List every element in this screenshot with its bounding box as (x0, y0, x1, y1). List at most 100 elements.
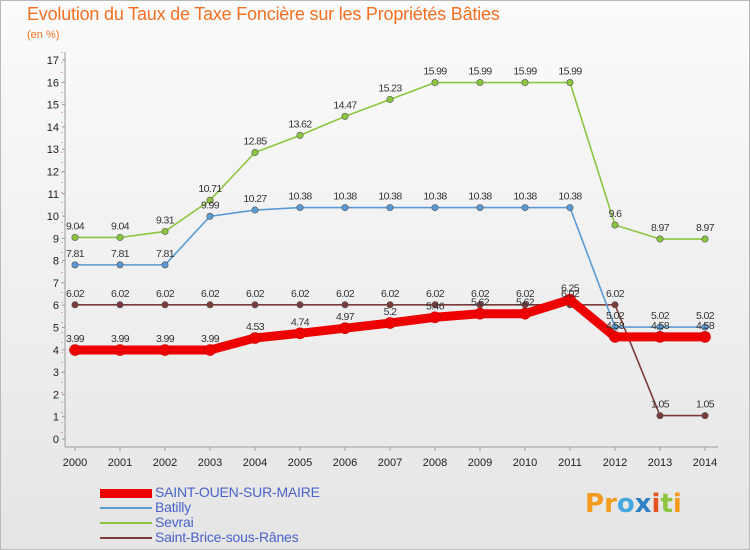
proxiti-logo: Proxiti (585, 489, 682, 519)
data-point (701, 412, 709, 420)
data-label: 6.02 (156, 288, 175, 300)
legend-label: SAINT-OUEN-SUR-MAIRE (155, 484, 320, 500)
data-point (701, 235, 709, 243)
legend-label: Batilly (155, 499, 191, 515)
data-point (71, 261, 79, 269)
data-label: 6.02 (246, 288, 265, 300)
x-tick-label: 2006 (333, 457, 357, 469)
legend-swatch (100, 507, 152, 509)
data-label: 10.38 (378, 191, 402, 203)
data-point (341, 204, 349, 212)
data-point (656, 235, 664, 243)
data-label: 7.81 (111, 248, 130, 260)
data-point (566, 79, 574, 87)
data-label: 6.02 (516, 288, 535, 300)
data-point (341, 112, 349, 120)
logo-letter: x (634, 489, 652, 519)
x-tick-label: 2003 (198, 457, 222, 469)
data-label: 9.04 (66, 220, 85, 232)
data-label: 9.99 (201, 199, 220, 211)
x-tick-label: 2011 (558, 457, 582, 469)
data-label: 6.02 (291, 288, 310, 300)
legend-label: Sevrai (155, 514, 194, 530)
logo-letter: i (651, 489, 661, 519)
data-label: 15.23 (378, 82, 402, 94)
data-point (386, 204, 394, 212)
data-point (251, 206, 259, 214)
data-point (564, 293, 576, 306)
data-point (251, 301, 259, 309)
data-point (296, 131, 304, 139)
y-tick-label: 0 (53, 434, 59, 446)
data-point (519, 307, 531, 320)
data-label: 9.04 (111, 220, 130, 232)
data-label: 4.58 (696, 320, 715, 332)
data-label: 3.99 (111, 333, 130, 345)
x-tick-label: 2008 (423, 457, 447, 469)
data-label: 1.05 (696, 399, 715, 411)
data-point (656, 323, 664, 331)
y-tick-label: 4 (53, 345, 59, 357)
data-point (429, 311, 441, 324)
data-point (701, 323, 709, 331)
data-point (71, 233, 79, 241)
logo-letter: o (616, 489, 635, 519)
data-point (161, 261, 169, 269)
data-point (206, 212, 214, 220)
data-label: 10.38 (423, 191, 447, 203)
legend-swatch (100, 489, 152, 498)
chart-title: Evolution du Taux de Taxe Foncière sur l… (27, 4, 500, 24)
data-label: 5.2 (384, 306, 398, 318)
data-label: 1.05 (651, 399, 670, 411)
data-point (611, 323, 619, 331)
data-point (654, 331, 666, 343)
data-label: 4.58 (651, 320, 670, 332)
data-point (296, 301, 304, 309)
data-label: 5.02 (606, 310, 625, 322)
data-label: 6.02 (426, 288, 445, 300)
y-tick-label: 5 (53, 323, 59, 335)
data-label: 6.02 (111, 288, 130, 300)
data-label: 8.97 (696, 222, 715, 234)
x-tick-label: 2001 (108, 457, 132, 469)
x-tick-label: 2004 (243, 457, 267, 469)
data-point (71, 301, 79, 309)
data-label: 10.27 (243, 193, 267, 205)
data-label: 6.02 (381, 288, 400, 300)
data-point (609, 331, 621, 343)
data-point (339, 322, 351, 334)
legend-swatch (100, 522, 152, 524)
data-label: 4.74 (291, 316, 310, 328)
data-label: 10.38 (558, 191, 582, 203)
data-label: 9.6 (609, 208, 623, 220)
x-tick-label: 2010 (513, 457, 537, 469)
data-label: 6.02 (336, 288, 355, 300)
data-label: 15.99 (513, 66, 537, 78)
data-point (431, 204, 439, 212)
y-tick-label: 17 (47, 55, 59, 67)
data-label: 13.62 (288, 118, 312, 130)
data-point (611, 221, 619, 229)
data-point (204, 344, 216, 356)
data-point (476, 204, 484, 212)
data-label: 5.02 (651, 310, 670, 322)
data-point (69, 344, 81, 356)
data-label: 9.31 (156, 214, 175, 226)
data-label: 5.46 (426, 300, 445, 312)
logo-letter: r (604, 489, 617, 519)
logo-letter: P (585, 489, 605, 519)
y-tick-label: 9 (53, 233, 59, 245)
data-point (249, 332, 261, 344)
data-point (386, 301, 394, 309)
data-point (206, 196, 214, 204)
data-point (116, 233, 124, 241)
data-label: 4.58 (606, 320, 625, 332)
data-point (114, 344, 126, 356)
data-label: 14.47 (333, 99, 357, 111)
x-tick-label: 2013 (648, 457, 672, 469)
data-label: 10.38 (468, 191, 492, 203)
y-tick-label: 14 (47, 122, 59, 134)
data-label: 5.62 (516, 297, 535, 309)
y-tick-label: 10 (47, 211, 59, 223)
